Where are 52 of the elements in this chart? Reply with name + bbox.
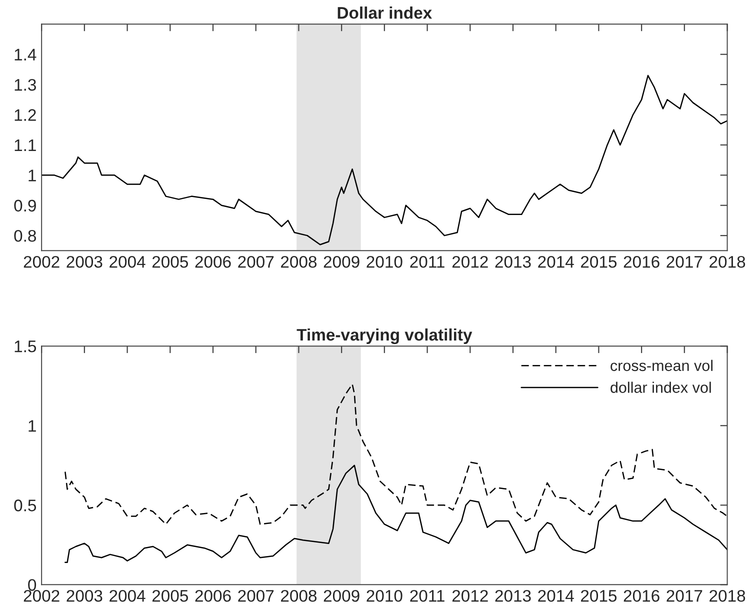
x-tick-label: 2014 [538,256,574,268]
x-tick-label: 2006 [195,256,231,268]
x-tick-label: 2015 [581,590,617,602]
legend-label: dollar index vol [610,382,711,393]
x-tick-label: 2015 [581,256,617,268]
x-tick-label: 2006 [195,590,231,602]
x-tick-label: 2002 [24,256,60,268]
x-tick-label: 2013 [495,256,531,268]
x-tick-label: 2003 [66,256,102,268]
x-tick-label: 2009 [324,590,360,602]
x-tick-label: 2010 [366,590,402,602]
y-tick-label: 1.2 [14,109,36,121]
x-tick-label: 2017 [666,590,702,602]
x-tick-label: 2013 [495,590,531,602]
x-tick-label: 2018 [710,590,746,602]
x-tick-label: 2005 [152,590,188,602]
x-tick-label: 2005 [152,256,188,268]
y-tick-label: 1.3 [14,78,36,91]
x-tick-label: 2003 [66,590,102,602]
chart-title: Time-varying volatility [296,328,472,344]
x-tick-label: 2017 [666,256,702,268]
x-tick-label: 2008 [281,256,317,268]
x-tick-label: 2012 [452,256,488,268]
x-tick-label: 2016 [624,590,660,602]
y-tick-label: 0.9 [14,200,36,212]
line-series [64,464,728,564]
x-tick-label: 2011 [410,590,444,602]
y-tick-label: 1.5 [14,340,36,352]
y-tick-label: 0.5 [14,500,36,512]
line-series [42,74,728,246]
y-tick-label: 1.1 [14,140,36,151]
x-tick-label: 2002 [24,590,60,602]
line-series [64,384,728,525]
x-tick-label: 2016 [624,256,660,268]
y-tick-label: 1 [28,420,36,432]
x-tick-label: 2012 [452,590,488,602]
chart-title: Dollar index [338,6,432,19]
x-tick-label: 2008 [281,590,317,602]
x-tick-label: 2007 [238,256,274,268]
x-tick-label: 2011 [410,256,444,268]
legend-label: cross-mean vol [610,360,713,372]
x-tick-label: 2014 [538,590,574,602]
y-tick-label: 1.4 [14,48,36,60]
x-tick-label: 2007 [238,590,274,602]
y-tick-label: 0.8 [14,230,36,242]
y-tick-label: 1 [28,170,36,182]
y-tick-label: 0 [28,579,36,591]
x-tick-label: 2004 [110,590,146,602]
x-tick-label: 2018 [710,256,746,268]
x-tick-label: 2009 [324,256,360,268]
x-tick-label: 2004 [110,256,146,268]
x-tick-label: 2010 [366,256,402,268]
